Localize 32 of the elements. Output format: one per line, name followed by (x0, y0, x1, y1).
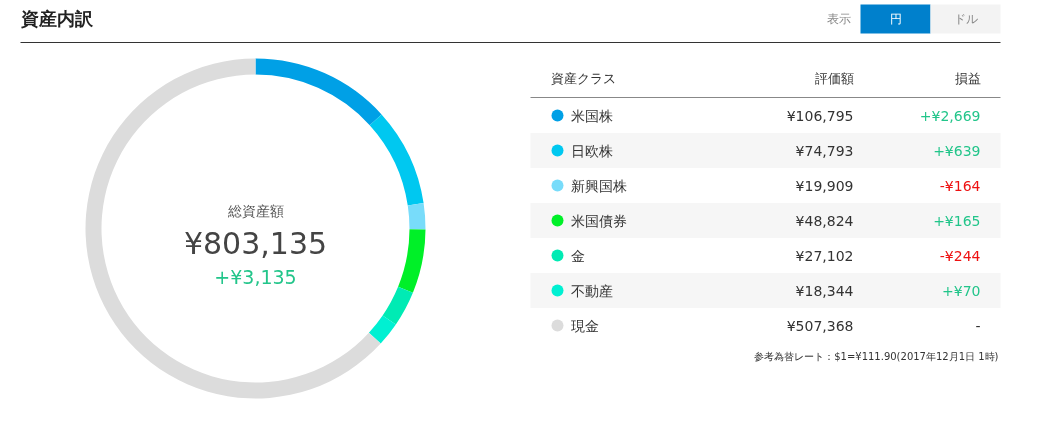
text: 評価額 (814, 71, 854, 86)
legend-label: 不動産 (570, 282, 613, 299)
legend-label: 金 (570, 247, 585, 264)
text: ¥803,135 (183, 226, 328, 261)
text: -¥164 (939, 177, 981, 194)
text: 円 (889, 11, 902, 26)
data-label: ¥18,344 (795, 282, 854, 299)
text: +¥639 (933, 142, 981, 159)
data-label: ¥19,909 (795, 177, 854, 194)
data-label: ¥106,795 (786, 107, 854, 124)
legend-label: 新興国株 (570, 177, 627, 194)
text: 資産クラス (550, 71, 616, 86)
legend-label: 日欧株 (570, 142, 613, 159)
legend-label: 米国株 (570, 107, 613, 124)
text: +¥70 (942, 282, 981, 299)
text: +¥3,135 (214, 265, 297, 288)
text: 表示 (826, 11, 851, 26)
text: ドル (953, 11, 978, 26)
text: +¥165 (933, 212, 981, 229)
data-label: ¥74,793 (795, 142, 854, 159)
legend-label: 現金 (570, 317, 599, 334)
data-label: ¥48,824 (795, 212, 854, 229)
legend-label: 米国債券 (570, 212, 627, 229)
text: -¥244 (939, 247, 981, 264)
text: 総資産額 (226, 202, 284, 219)
data-label: ¥27,102 (795, 247, 854, 264)
text: 参考為替レート：$1=¥111.90(2017年12月1日 1時) (754, 351, 999, 362)
text: - (975, 317, 981, 334)
text: +¥2,669 (919, 107, 981, 124)
text: 損益 (954, 71, 981, 86)
chart-title: 資産内訳 (19, 8, 94, 29)
data-label: ¥507,368 (786, 317, 854, 334)
